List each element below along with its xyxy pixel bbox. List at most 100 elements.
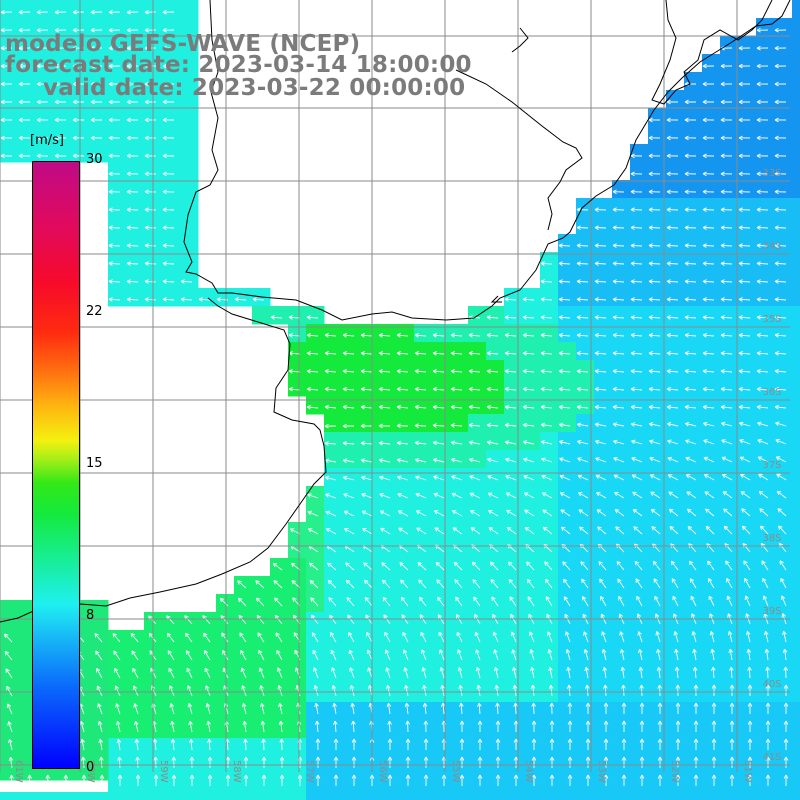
wind-arrow	[613, 352, 625, 355]
wind-arrow-head	[612, 386, 617, 390]
wind-arrow-head	[630, 209, 635, 213]
wind-arrow-head	[720, 280, 725, 284]
longitude-label: 53W	[596, 760, 607, 783]
wind-arrow	[757, 406, 769, 409]
wind-arrow-head	[720, 225, 725, 228]
wind-arrow	[649, 334, 661, 337]
wind-cell	[540, 576, 559, 595]
wind-arrow	[631, 474, 643, 481]
wind-arrow-head	[72, 119, 77, 123]
wind-arrow-head	[144, 45, 149, 49]
wind-arrow-head	[685, 423, 689, 427]
wind-arrow-head	[441, 738, 445, 743]
wind-arrow	[650, 491, 661, 499]
wind-arrow-head	[690, 578, 694, 581]
wind-arrow	[582, 596, 589, 607]
wind-arrow-head	[684, 351, 689, 354]
wind-cell	[162, 180, 181, 199]
wind-arrow-head	[666, 209, 671, 213]
wind-cell	[792, 378, 800, 397]
wind-cell	[738, 396, 757, 415]
wind-cell	[738, 738, 757, 757]
wind-cell	[558, 432, 577, 451]
wind-arrow	[494, 649, 499, 661]
wind-arrow-head	[558, 280, 563, 284]
wind-arrow	[454, 579, 463, 589]
wind-arrow	[108, 244, 121, 247]
wind-arrow-head	[558, 334, 563, 338]
wind-arrow-head	[279, 756, 283, 761]
wind-cell	[540, 306, 559, 325]
wind-arrow-head	[108, 209, 113, 213]
wind-arrow-head	[603, 666, 608, 671]
wind-arrow-head	[738, 261, 743, 264]
wind-arrow-head	[327, 562, 330, 567]
wind-arrow-head	[329, 614, 334, 618]
wind-arrow-head	[439, 649, 441, 654]
wind-cell	[612, 288, 631, 307]
wind-arrow	[577, 406, 589, 409]
wind-cell	[180, 666, 199, 685]
wind-arrow	[487, 458, 499, 463]
wind-cell	[126, 0, 145, 19]
wind-arrow	[745, 595, 751, 607]
wind-arrow-head	[72, 81, 77, 85]
wind-arrow-head	[706, 543, 711, 546]
wind-arrow-head	[709, 613, 714, 617]
wind-arrow-head	[259, 685, 262, 690]
wind-arrow-head	[132, 667, 137, 671]
wind-arrow-head	[594, 207, 599, 210]
wind-cell	[108, 792, 127, 800]
wind-cell	[720, 324, 739, 343]
wind-cell	[756, 378, 775, 397]
wind-arrow-head	[594, 261, 599, 264]
wind-arrow-head	[558, 351, 563, 354]
wind-arrow-head	[757, 421, 762, 424]
wind-arrow-head	[162, 279, 167, 282]
wind-arrow-head	[126, 207, 131, 210]
wind-arrow	[382, 597, 391, 607]
wind-arrow-head	[703, 439, 708, 441]
wind-arrow-head	[761, 560, 766, 564]
wind-arrow	[487, 492, 499, 499]
wind-arrow-head	[126, 137, 131, 141]
wind-arrow	[361, 476, 373, 481]
wind-cell	[360, 612, 379, 631]
wind-arrow	[361, 370, 373, 373]
wind-arrow-head	[148, 633, 151, 638]
wind-arrow-head	[72, 27, 77, 31]
wind-arrow	[756, 280, 769, 283]
wind-arrow-head	[0, 11, 5, 15]
wind-cell	[324, 396, 343, 415]
wind-cell	[612, 270, 631, 289]
wind-arrow-head	[9, 774, 12, 779]
wind-arrow-head	[288, 315, 293, 318]
wind-arrow-head	[729, 720, 733, 725]
wind-cell	[684, 486, 703, 505]
wind-arrow-head	[342, 333, 347, 336]
wind-arrow-head	[685, 474, 689, 479]
wind-cell	[612, 450, 631, 469]
wind-arrow-head	[559, 439, 564, 442]
wind-arrow-head	[468, 386, 473, 390]
wind-arrow-head	[630, 262, 635, 266]
wind-arrow	[526, 561, 535, 571]
wind-arrow-head	[576, 243, 581, 246]
latitude-label: 41S	[762, 752, 781, 763]
wind-arrow-head	[558, 315, 563, 318]
wind-arrow-head	[684, 279, 689, 282]
wind-arrow-head	[594, 191, 599, 195]
wind-arrow-head	[563, 578, 568, 582]
wind-cell	[126, 666, 145, 685]
wind-arrow	[757, 456, 769, 463]
wind-arrow-head	[728, 631, 733, 635]
wind-arrow	[469, 388, 481, 391]
wind-arrow-head	[630, 298, 635, 302]
wind-cell	[108, 648, 127, 667]
wind-arrow-head	[774, 11, 779, 15]
wind-arrow-head	[162, 117, 167, 121]
wind-cell	[720, 792, 739, 800]
wind-arrow-head	[763, 631, 766, 636]
wind-cell	[720, 288, 739, 307]
wind-arrow-head	[709, 595, 713, 599]
